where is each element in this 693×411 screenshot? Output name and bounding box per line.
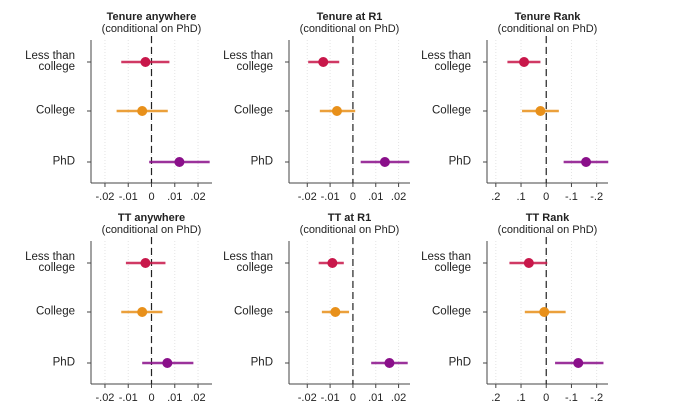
x-tick-label: .01	[167, 392, 182, 404]
y-tick-label: Less than college	[223, 251, 273, 274]
point-estimate	[137, 106, 148, 116]
point-estimate	[523, 258, 534, 268]
point-estimate	[327, 258, 338, 268]
panel-title: TT anywhere	[118, 212, 185, 224]
point-estimate	[174, 157, 185, 167]
x-tick-label: 0	[148, 392, 154, 404]
point-estimate	[140, 258, 151, 268]
point-estimate	[573, 358, 584, 368]
x-tick-label: 0	[543, 191, 549, 203]
x-tick-label: -.2	[590, 191, 603, 203]
x-tick-label: -.2	[590, 392, 603, 404]
x-tick-label: .02	[190, 392, 205, 404]
y-tick-label: College	[234, 104, 273, 117]
point-estimate	[379, 157, 390, 167]
point-estimate	[539, 307, 550, 317]
y-tick-label: College	[432, 305, 471, 318]
panel-title: Tenure at R1	[317, 11, 383, 23]
y-tick-label: College	[36, 305, 75, 318]
y-tick-label: Less than college	[25, 50, 75, 73]
y-tick-label: PhD	[250, 356, 273, 369]
y-tick-label: PhD	[250, 155, 273, 168]
point-estimate	[384, 358, 395, 368]
y-tick-label: PhD	[448, 356, 471, 369]
x-tick-label: -.02	[95, 392, 114, 404]
y-tick-label: Less than college	[223, 50, 273, 73]
y-tick-label: PhD	[448, 155, 471, 168]
panel-title: TT Rank	[526, 212, 570, 224]
panel-subtitle: (conditional on PhD)	[300, 224, 400, 236]
y-tick-label: College	[234, 305, 273, 318]
point-estimate	[330, 307, 341, 317]
y-tick-label: College	[36, 104, 75, 117]
point-estimate	[140, 57, 151, 67]
x-tick-label: -.01	[321, 392, 340, 404]
x-tick-label: .02	[190, 191, 205, 203]
x-tick-label: -.01	[119, 191, 138, 203]
x-tick-label: -.1	[565, 392, 578, 404]
point-estimate	[318, 57, 329, 67]
y-tick-label: PhD	[52, 356, 75, 369]
x-tick-label: .02	[391, 191, 406, 203]
panel-subtitle: (conditional on PhD)	[498, 23, 598, 35]
x-tick-label: .1	[516, 392, 525, 404]
x-tick-label: .2	[491, 191, 500, 203]
y-tick-label: Less than college	[421, 251, 471, 274]
panel-subtitle: (conditional on PhD)	[300, 23, 400, 35]
y-tick-label: Less than college	[421, 50, 471, 73]
panel-subtitle: (conditional on PhD)	[102, 224, 202, 236]
x-tick-label: 0	[350, 392, 356, 404]
x-tick-label: .02	[391, 392, 406, 404]
x-tick-label: -.02	[298, 392, 317, 404]
y-tick-label: College	[432, 104, 471, 117]
x-tick-label: .01	[167, 191, 182, 203]
x-tick-label: .01	[368, 191, 383, 203]
x-tick-label: -.1	[565, 191, 578, 203]
x-tick-label: .2	[491, 392, 500, 404]
y-tick-label: PhD	[52, 155, 75, 168]
point-estimate	[137, 307, 148, 317]
point-estimate	[162, 358, 173, 368]
panel-subtitle: (conditional on PhD)	[498, 224, 598, 236]
point-estimate	[519, 57, 530, 67]
point-estimate	[581, 157, 592, 167]
x-tick-label: .1	[516, 191, 525, 203]
y-tick-label: Less than college	[25, 251, 75, 274]
x-tick-label: .01	[368, 392, 383, 404]
x-tick-label: -.01	[321, 191, 340, 203]
point-estimate	[331, 106, 342, 116]
panel-subtitle: (conditional on PhD)	[102, 23, 202, 35]
x-tick-label: 0	[350, 191, 356, 203]
x-tick-label: -.01	[119, 392, 138, 404]
panel-title: Tenure anywhere	[107, 11, 197, 23]
panel-title: TT at R1	[328, 212, 371, 224]
x-tick-label: -.02	[298, 191, 317, 203]
point-estimate	[535, 106, 546, 116]
x-tick-label: 0	[543, 392, 549, 404]
x-tick-label: -.02	[95, 191, 114, 203]
x-tick-label: 0	[148, 191, 154, 203]
panel-title: Tenure Rank	[515, 11, 582, 23]
